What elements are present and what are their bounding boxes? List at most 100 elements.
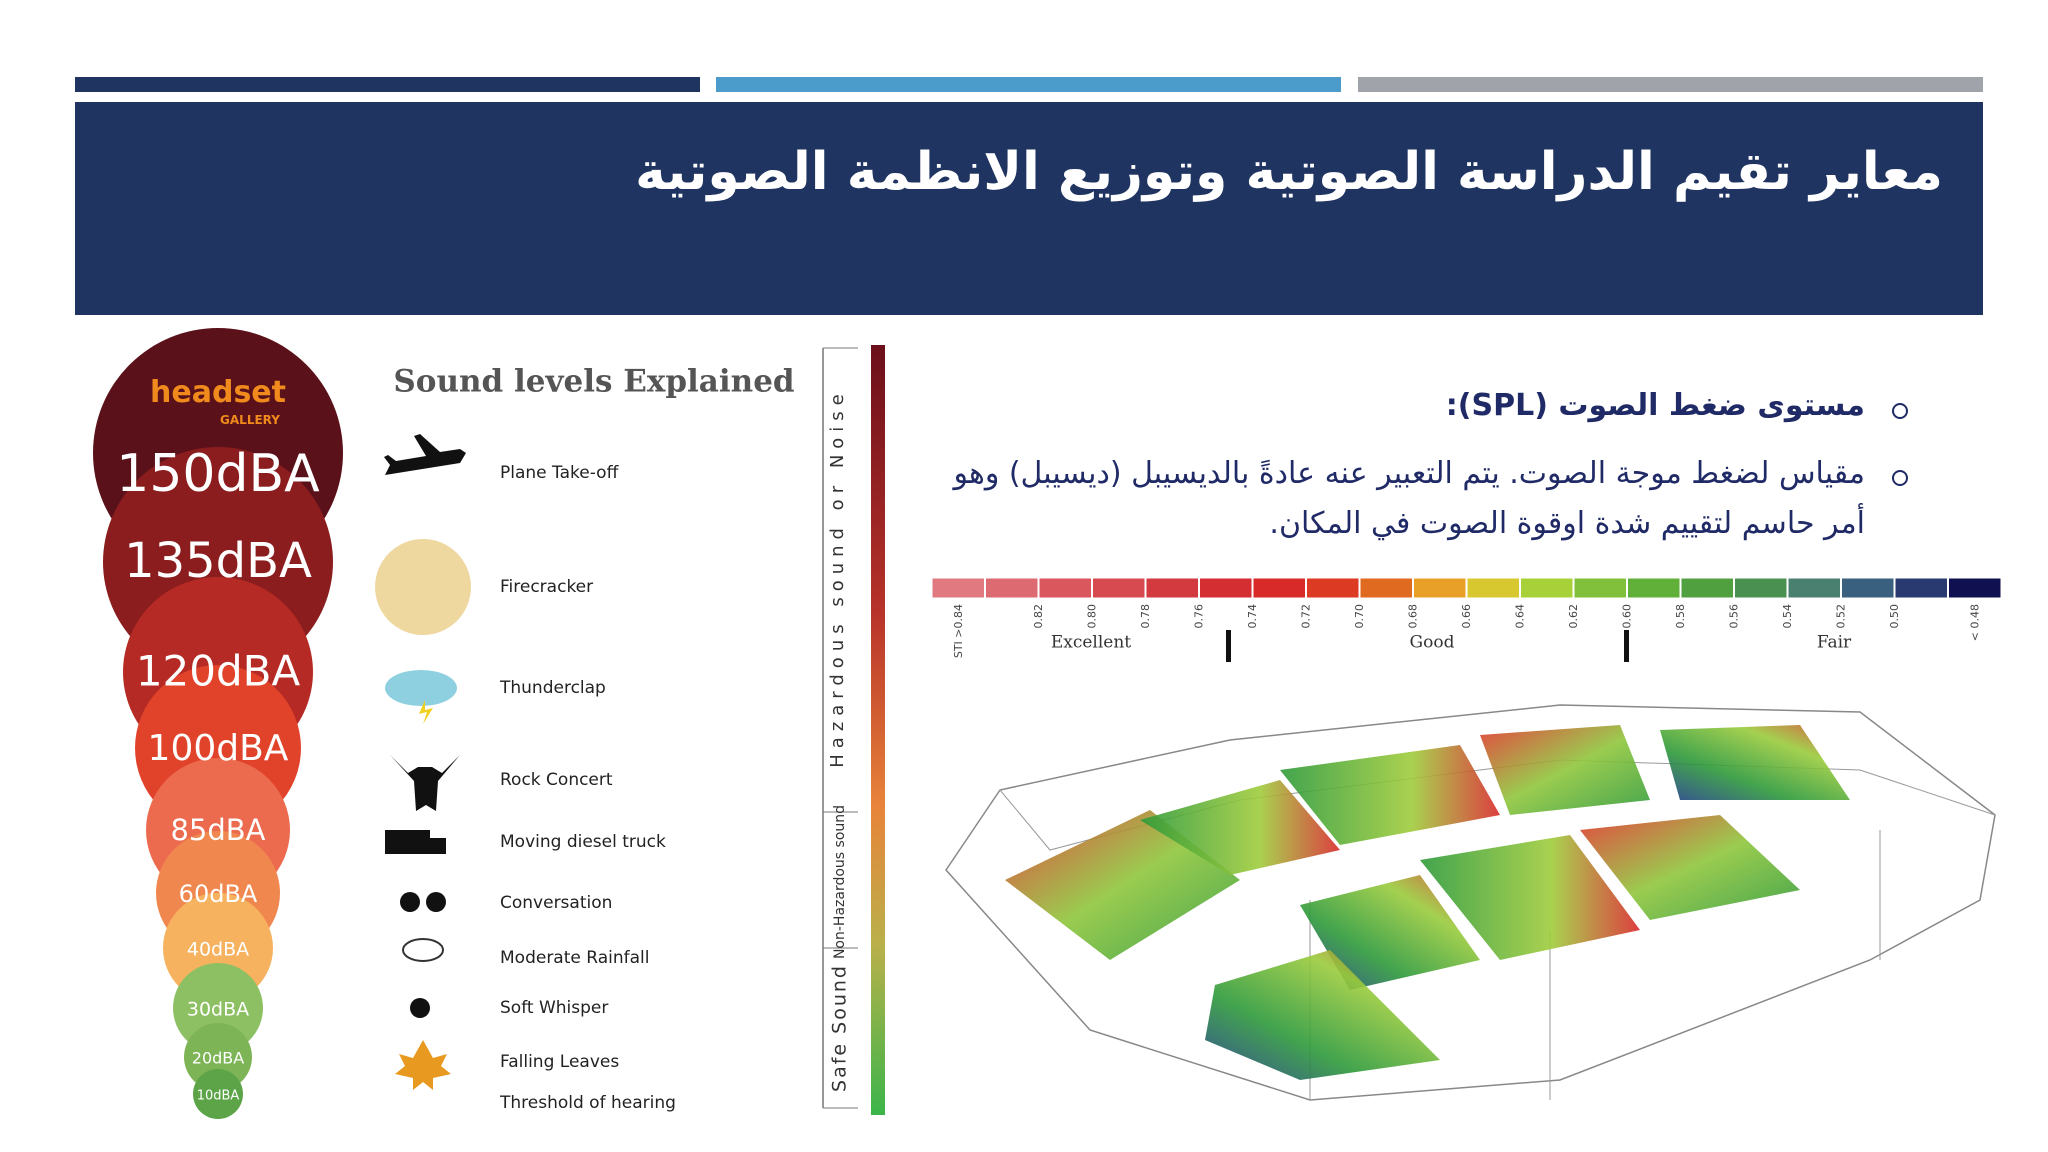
- level-circles: [93, 328, 343, 1119]
- level-label: 85dBA: [170, 813, 265, 847]
- sti-rating: Good: [1410, 633, 1455, 653]
- zone-label: Safe Sound: [829, 964, 851, 1092]
- sti-tick-label: 0.56: [1728, 604, 1741, 629]
- icon-head: [426, 892, 446, 912]
- logo-brand: headset: [150, 375, 286, 410]
- level-label: 100dBA: [148, 728, 289, 769]
- level-label: 120dBA: [136, 647, 301, 696]
- bullet-text: مستوى ضغط الصوت (SPL):: [1445, 388, 1865, 423]
- sti-cell: [1092, 577, 1146, 599]
- icon-cloud: [385, 670, 457, 706]
- risk-gradient: [871, 345, 885, 1115]
- sti-tick-label: 0.80: [1086, 604, 1099, 629]
- level-label: 60dBA: [179, 880, 258, 908]
- level-circle: [193, 1069, 243, 1119]
- sti-tick-label: 0.70: [1353, 604, 1366, 629]
- level-label: 150dBA: [116, 444, 320, 504]
- source-label: Soft Whisper: [500, 998, 608, 1018]
- sti-cell: [1948, 577, 2002, 599]
- level-label: 20dBA: [192, 1049, 244, 1068]
- sti-scale: [931, 577, 2002, 599]
- sti-cell: [1734, 577, 1788, 599]
- heatmap-illustration: [945, 704, 1996, 1101]
- source-label: Thunderclap: [499, 678, 606, 698]
- header-band: [75, 102, 1983, 315]
- level-circle: [173, 963, 263, 1053]
- sti-cell: [1306, 577, 1360, 599]
- source-label: Moving diesel truck: [500, 832, 666, 852]
- sti-divider: [1624, 630, 1629, 662]
- sti-cell: [1359, 577, 1413, 599]
- logo-sub: GALLERY: [220, 413, 280, 427]
- icon-bolt: [419, 700, 433, 724]
- source-label: Firecracker: [500, 577, 593, 597]
- sti-tick-label: 0.64: [1514, 604, 1527, 629]
- sti-cell: [1894, 577, 1948, 599]
- bullet-marker: [1892, 403, 1908, 419]
- sti-tick-label: 0.74: [1246, 604, 1259, 629]
- icon-leaf: [395, 1040, 451, 1090]
- icon-guitarist: [390, 755, 460, 811]
- bullet-text: أمر حاسم لتقييم شدة اوقوة الصوت في المكا…: [1269, 506, 1865, 541]
- source-label: Rock Concert: [500, 770, 613, 790]
- level-label: 30dBA: [187, 999, 249, 1021]
- bullet-text: مقياس لضغط موجة الصوت. يتم التعبير عنه ع…: [953, 456, 1866, 491]
- zone-label: Hazardous sound or Noise: [827, 388, 848, 768]
- sti-rating: Excellent: [1051, 633, 1131, 653]
- icon-head: [400, 892, 420, 912]
- sti-tick-label: 0.76: [1193, 604, 1206, 629]
- sti-tick-label: STI >0.84: [952, 604, 965, 658]
- sti-tick-label: 0.60: [1621, 604, 1634, 629]
- level-circle: [184, 1023, 252, 1091]
- section-heading: Sound levels Explained: [393, 364, 794, 400]
- source-label: Conversation: [500, 893, 612, 913]
- icon-whisper: [410, 998, 430, 1018]
- icon-firecracker: [375, 539, 471, 635]
- source-label: Falling Leaves: [500, 1052, 619, 1072]
- level-label: 135dBA: [124, 533, 312, 589]
- sti-cell: [1573, 577, 1627, 599]
- icon-plane: [384, 434, 466, 475]
- sti-cell: [1787, 577, 1841, 599]
- sti-tick-label: 0.50: [1888, 604, 1901, 629]
- source-label: Moderate Rainfall: [500, 948, 649, 968]
- source-label: Plane Take-off: [500, 463, 620, 483]
- sti-tick-label: 0.72: [1300, 604, 1313, 629]
- sti-tick-label: 0.68: [1407, 604, 1420, 629]
- sti-cell: [1199, 577, 1253, 599]
- icon-truck-cab: [430, 838, 446, 854]
- icon-truck: [385, 830, 430, 854]
- sti-cell: [985, 577, 1039, 599]
- sti-cell: [1841, 577, 1895, 599]
- slide-title: معاير تقيم الدراسة الصوتية وتوزيع الانظم…: [635, 142, 1943, 202]
- icon-rain-cloud: [402, 938, 444, 962]
- accent-bar: [1358, 77, 1983, 92]
- sti-rating: Fair: [1817, 633, 1852, 653]
- sti-cell: [1466, 577, 1520, 599]
- source-label: Threshold of hearing: [499, 1093, 676, 1113]
- sti-cell: [1038, 577, 1092, 599]
- sti-tick-label: < 0.48: [1968, 604, 1981, 641]
- bullet-marker: [1892, 470, 1908, 486]
- sti-tick-label: 0.62: [1567, 604, 1580, 629]
- sti-cell: [1413, 577, 1467, 599]
- sti-tick-label: 0.52: [1835, 604, 1848, 629]
- zone-label: Non-Hazardous sound: [832, 805, 848, 959]
- sti-tick-label: 0.66: [1460, 604, 1473, 629]
- level-label: 40dBA: [187, 939, 249, 961]
- accent-bar: [716, 77, 1341, 92]
- sti-cell: [1680, 577, 1734, 599]
- sti-cell: [1252, 577, 1306, 599]
- sti-tick-label: 0.78: [1139, 604, 1152, 629]
- sti-cell: [1145, 577, 1199, 599]
- sti-tick-label: 0.82: [1032, 604, 1045, 629]
- level-label: 10dBA: [197, 1089, 240, 1104]
- sti-cell: [1520, 577, 1574, 599]
- sti-cell: [1627, 577, 1681, 599]
- sti-tick-label: 0.54: [1781, 604, 1794, 629]
- sti-tick-label: 0.58: [1674, 604, 1687, 629]
- icons: [375, 434, 471, 1090]
- sti-divider: [1226, 630, 1231, 662]
